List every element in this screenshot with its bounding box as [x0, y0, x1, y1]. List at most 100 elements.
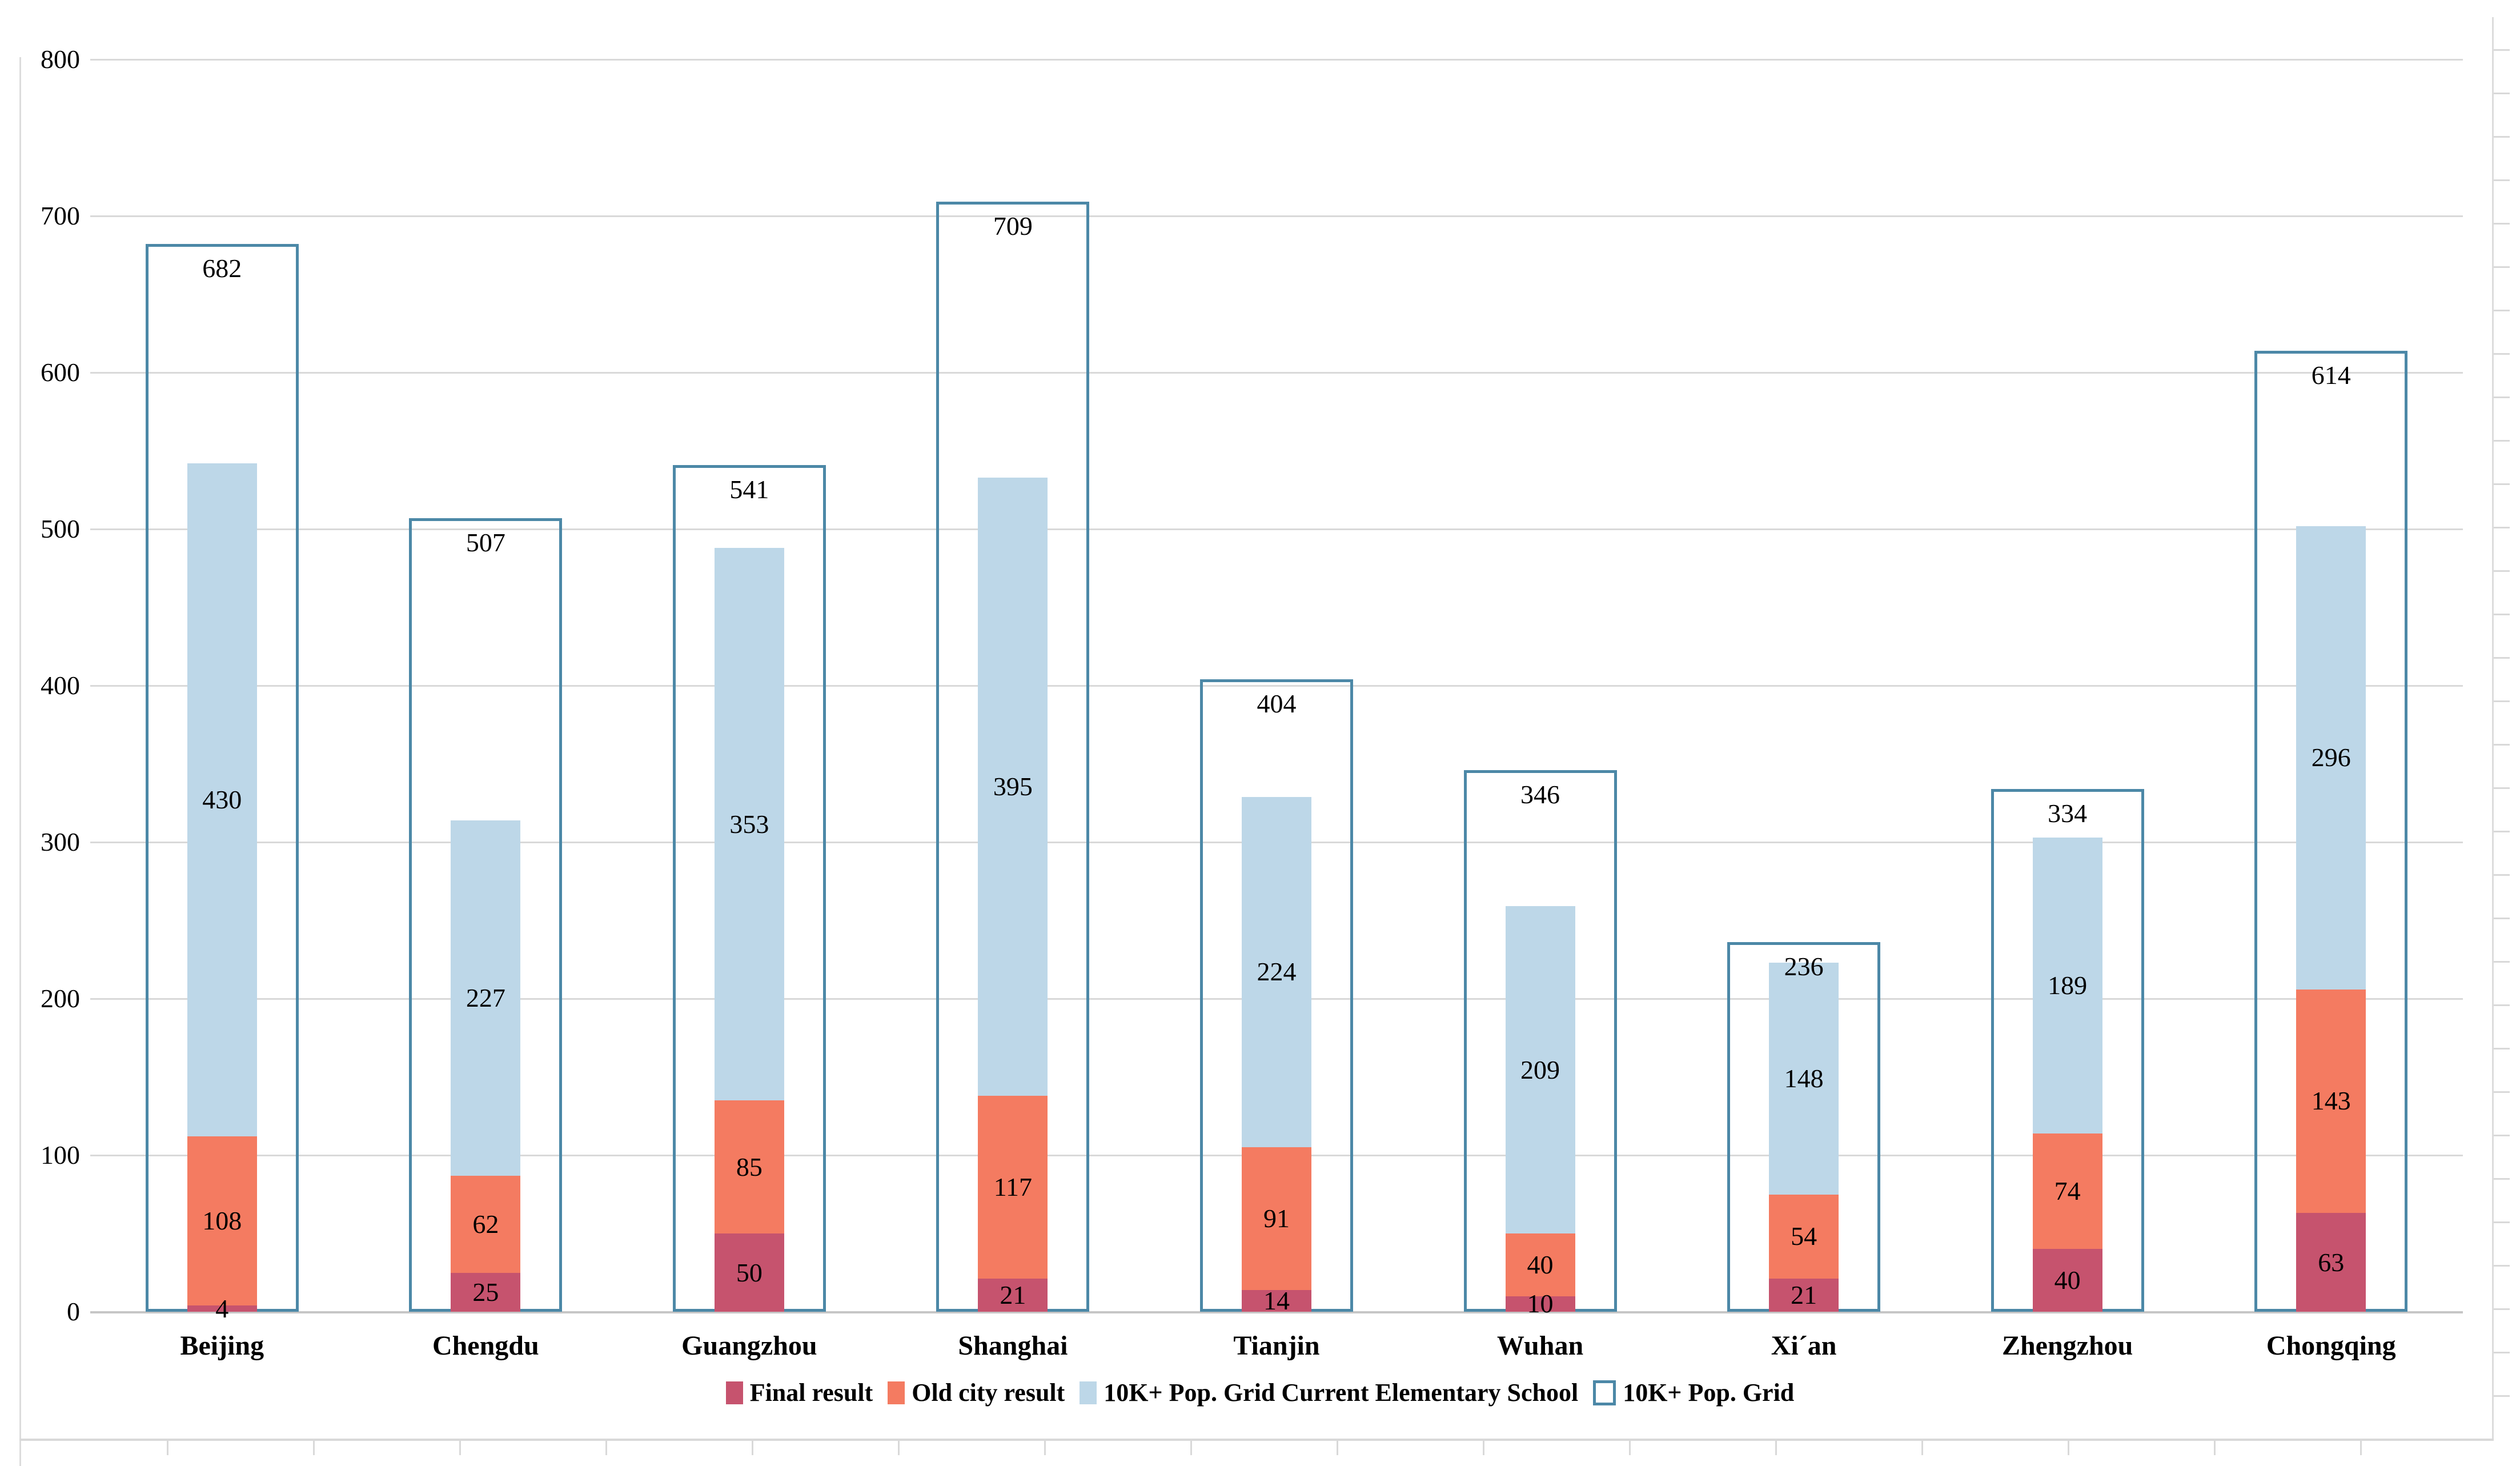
sheet-gridline-stub [2494, 136, 2510, 138]
bar-segment-elementary-school[interactable]: 209 [1505, 906, 1575, 1233]
bar-value-label: 62 [472, 1209, 499, 1239]
stacked-bar: 40 74 189 [2032, 837, 2102, 1312]
bar-segment-old-city-result[interactable]: 108 [187, 1136, 257, 1306]
sheet-gridline-stub [2494, 483, 2510, 485]
sheet-gridline-stub [2494, 1091, 2510, 1093]
sheet-gridline-stub [2494, 744, 2510, 746]
bar-segment-old-city-result[interactable]: 40 [1505, 1233, 1575, 1296]
sheet-gridline-stub [2068, 1440, 2069, 1455]
stacked-bar: 50 85 353 [714, 547, 784, 1312]
sheet-gridline-stub [1629, 1440, 1631, 1455]
stacked-bar: 21 117 395 [978, 477, 1048, 1312]
x-axis-category-label: Chengdu [432, 1331, 539, 1361]
category-band: 541 50 85 353 [617, 59, 881, 1312]
sheet-column-line [2492, 17, 2494, 1439]
bar-segment-old-city-result[interactable]: 91 [1241, 1147, 1311, 1290]
sheet-gridline-stub [2494, 1352, 2510, 1353]
sheet-gridline-stub [2494, 353, 2510, 355]
sheet-gridline-stub [2494, 918, 2510, 919]
bar-total-label: 682 [202, 254, 242, 283]
bar-segment-final-result[interactable]: 14 [1241, 1285, 1311, 1315]
bar-value-label: 189 [2048, 970, 2088, 1000]
legend-swatch-elementary-school-icon [1080, 1381, 1097, 1404]
bar-segment-elementary-school[interactable]: 148 [1769, 962, 1839, 1195]
x-axis-category-label: Wuhan [1496, 1331, 1584, 1361]
sheet-gridline-stub [2494, 1265, 2510, 1267]
legend-item-final-result[interactable]: Final result [725, 1379, 873, 1407]
legend-swatch-old-city-result-icon [888, 1381, 905, 1404]
legend-label: Old city result [912, 1379, 1065, 1407]
legend-label: 10K+ Pop. Grid Current Elementary School [1103, 1379, 1579, 1407]
bar-value-label: 25 [472, 1277, 499, 1307]
bar-segment-final-result[interactable]: 21 [1769, 1279, 1839, 1312]
category-band: 236 21 54 148 [1672, 59, 1936, 1312]
y-axis-tick-label: 400 [41, 671, 80, 700]
bar-segment-elementary-school[interactable]: 296 [2296, 526, 2366, 990]
bar-value-label: 85 [736, 1152, 763, 1181]
bar-total-label: 614 [2311, 360, 2351, 390]
bar-total-label: 404 [1257, 689, 1297, 719]
bar-segment-final-result[interactable]: 21 [978, 1279, 1048, 1312]
sheet-gridline-stub [605, 1440, 607, 1455]
bar-segment-old-city-result[interactable]: 143 [2296, 989, 2366, 1213]
category-band: 614 63 143 296 [2199, 59, 2463, 1312]
bar-segment-final-result[interactable]: 4 [187, 1295, 257, 1321]
bar-value-label: 21 [1000, 1280, 1026, 1310]
sheet-gridline-stub [1483, 1440, 1484, 1455]
bar-value-label: 143 [2311, 1086, 2351, 1116]
sheet-gridline-stub [2494, 440, 2510, 442]
x-axis-category-label: Beijing [180, 1331, 264, 1361]
bar-segment-elementary-school[interactable]: 189 [2032, 837, 2102, 1133]
bar-value-label: 227 [466, 983, 505, 1012]
bar-segment-elementary-school[interactable]: 395 [978, 477, 1048, 1096]
bar-value-label: 10 [1527, 1289, 1554, 1319]
bar-segment-final-result[interactable]: 25 [451, 1272, 521, 1312]
sheet-gridline-stub [2494, 700, 2510, 702]
bar-segment-final-result[interactable]: 63 [2296, 1213, 2366, 1312]
sheet-gridline-stub [2494, 527, 2510, 528]
bar-segment-old-city-result[interactable]: 85 [714, 1100, 784, 1233]
bar-segment-elementary-school[interactable]: 353 [714, 547, 784, 1101]
bar-segment-final-result[interactable]: 10 [1505, 1291, 1575, 1317]
bar-segment-old-city-result[interactable]: 117 [978, 1095, 1048, 1279]
bar-value-label: 395 [993, 771, 1033, 801]
bar-value-label: 209 [1520, 1055, 1560, 1084]
bar-segment-final-result[interactable]: 50 [714, 1233, 784, 1312]
legend-label: Final result [749, 1379, 873, 1407]
bar-value-label: 14 [1263, 1285, 1290, 1315]
bar-total-label: 334 [2048, 798, 2088, 828]
category-band: 346 10 40 209 [1409, 59, 1672, 1317]
category-band: 682 4 108 430 [90, 59, 354, 1321]
sheet-row-line [19, 1439, 2494, 1441]
bar-segment-elementary-school[interactable]: 430 [187, 463, 257, 1137]
legend-item-elementary-school[interactable]: 10K+ Pop. Grid Current Elementary School [1080, 1379, 1578, 1407]
category-band: 507 25 62 227 [354, 59, 618, 1312]
legend-label: 10K+ Pop. Grid [1623, 1379, 1795, 1407]
sheet-gridline-stub [459, 1440, 461, 1455]
stacked-bar: 25 62 227 [451, 820, 521, 1312]
gridline [90, 215, 2463, 217]
legend-item-old-city-result[interactable]: Old city result [888, 1379, 1065, 1407]
sheet-gridline-stub [2494, 831, 2510, 832]
sheet-gridline-stub [2494, 1395, 2510, 1397]
legend-item-10k-pop-grid[interactable]: 10K+ Pop. Grid [1593, 1379, 1794, 1407]
bar-total-label: 541 [729, 474, 769, 504]
bar-value-label: 40 [1527, 1249, 1554, 1279]
category-band: 404 14 91 224 [1145, 59, 1409, 1315]
sheet-gridline-stub [313, 1440, 315, 1455]
x-axis-category-label: Xi´an [1771, 1331, 1837, 1361]
bar-segment-old-city-result[interactable]: 62 [451, 1175, 521, 1273]
sheet-gridline-stub [2494, 1308, 2510, 1310]
x-axis-category-label: Shanghai [958, 1331, 1068, 1361]
sheet-gridline-stub [2494, 1004, 2510, 1006]
bar-segment-final-result[interactable]: 40 [2032, 1249, 2102, 1312]
sheet-gridline-stub [1775, 1440, 1777, 1455]
stacked-bar: 4 108 430 [187, 463, 257, 1321]
sheet-gridline-stub [1921, 1440, 1923, 1455]
sheet-gridline-stub [2494, 49, 2510, 51]
bar-segment-old-city-result[interactable]: 54 [1769, 1194, 1839, 1279]
bar-segment-elementary-school[interactable]: 224 [1241, 796, 1311, 1148]
bar-segment-elementary-school[interactable]: 227 [451, 820, 521, 1176]
sheet-gridline-stub [2494, 787, 2510, 789]
bar-segment-old-city-result[interactable]: 74 [2032, 1133, 2102, 1249]
